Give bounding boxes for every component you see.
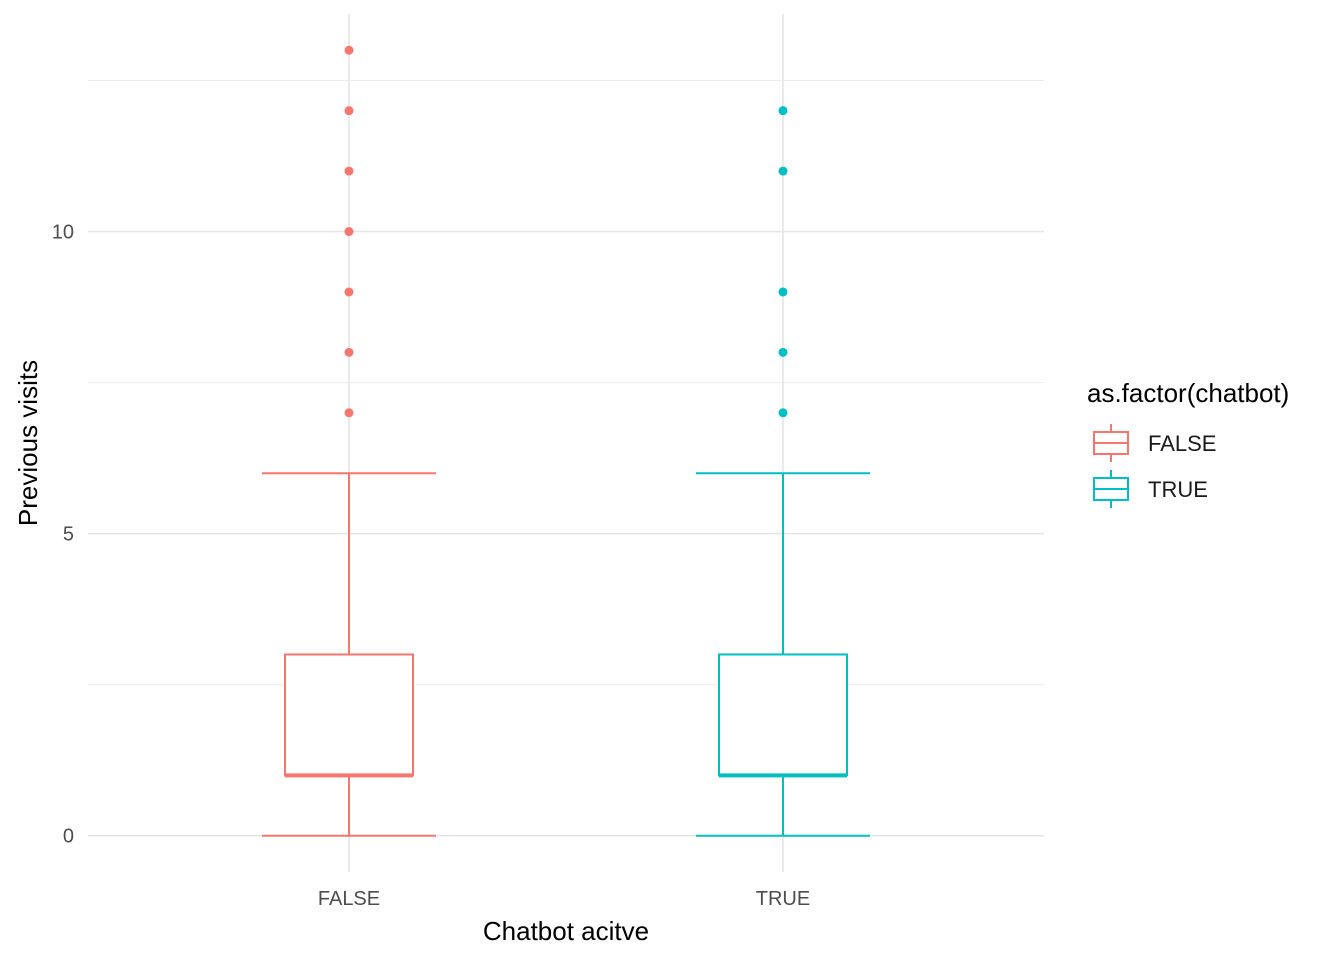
y-tick-label: 10 bbox=[52, 222, 74, 244]
legend-item-true: TRUE bbox=[1093, 470, 1208, 508]
legend-label: FALSE bbox=[1148, 431, 1216, 456]
outlier-point bbox=[344, 166, 354, 176]
legend-label: TRUE bbox=[1148, 477, 1208, 502]
y-tick-label: 0 bbox=[63, 826, 74, 848]
outlier-point bbox=[344, 408, 354, 418]
x-tick-label: TRUE bbox=[756, 888, 810, 910]
legend: as.factor(chatbot) FALSE TRUE bbox=[1087, 378, 1289, 508]
outlier-point bbox=[778, 347, 788, 357]
x-axis-title: Chatbot acitve bbox=[483, 916, 649, 946]
grid-lines bbox=[88, 14, 1044, 872]
y-tick-label: 5 bbox=[63, 524, 74, 546]
axes: 0 5 10 FALSE TRUE bbox=[52, 222, 810, 910]
y-axis-title: Previous visits bbox=[13, 360, 43, 526]
x-tick-label: FALSE bbox=[318, 888, 380, 910]
outlier-point bbox=[344, 287, 354, 297]
iqr-box bbox=[718, 653, 848, 777]
legend-items: FALSE TRUE bbox=[1093, 424, 1216, 508]
boxplot-true bbox=[696, 106, 870, 837]
boxplot-false bbox=[262, 45, 436, 837]
outlier-point bbox=[344, 106, 354, 116]
outlier-point bbox=[778, 106, 788, 116]
legend-item-false: FALSE bbox=[1093, 424, 1216, 462]
outlier-point bbox=[778, 408, 788, 418]
boxplot-series bbox=[262, 45, 870, 837]
outlier-point bbox=[344, 227, 354, 237]
iqr-box bbox=[284, 653, 414, 777]
outlier-point bbox=[778, 287, 788, 297]
legend-title: as.factor(chatbot) bbox=[1087, 378, 1289, 408]
outlier-point bbox=[344, 45, 354, 55]
outlier-point bbox=[778, 166, 788, 176]
outlier-point bbox=[344, 347, 354, 357]
